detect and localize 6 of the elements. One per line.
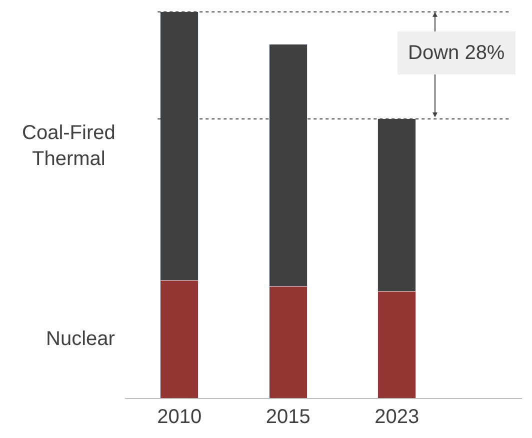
annotation: Down 28%: [408, 42, 505, 64]
x-tick-label: 2010: [157, 406, 202, 428]
text: Coal-Fired Thermal: [22, 122, 116, 170]
x-tick-label: 2015: [266, 406, 310, 428]
x-tick-label: 2023: [374, 406, 420, 428]
text: Nuclear: [46, 328, 116, 350]
